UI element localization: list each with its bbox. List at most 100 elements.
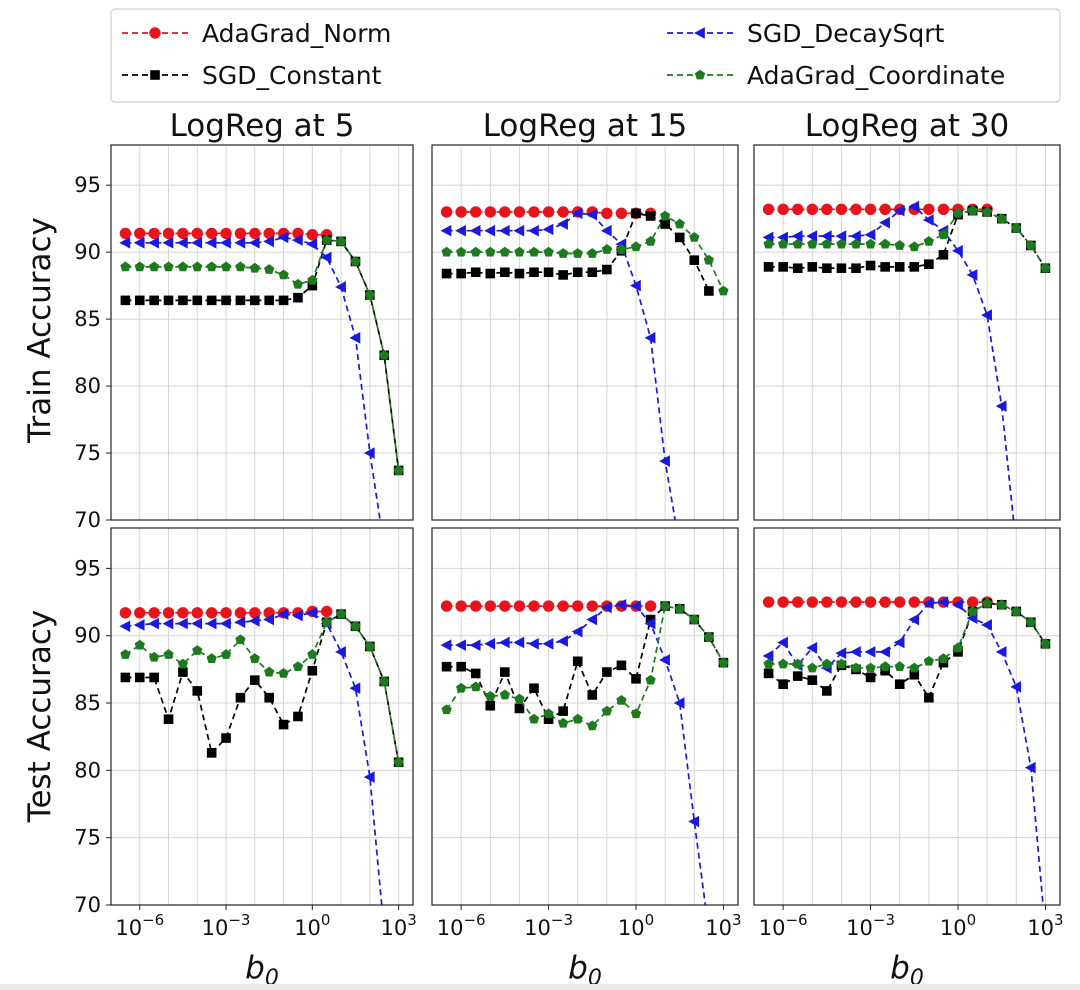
series-group: [762, 200, 1051, 520]
series-adagrad-coordinate: [120, 608, 404, 767]
panel-r2-c2: 10−6 10−3 100 103: [431, 527, 742, 940]
data-point: [120, 649, 131, 659]
data-point: [995, 646, 1007, 658]
data-point: [893, 636, 905, 649]
x-tick-exponent: 3: [732, 911, 742, 929]
data-point: [777, 636, 788, 649]
data-point: [455, 639, 466, 651]
data-point: [688, 815, 700, 828]
data-point: [485, 246, 496, 257]
data-point: [558, 248, 569, 258]
data-point: [630, 708, 642, 719]
data-point: [572, 600, 584, 612]
data-point: [278, 269, 289, 280]
data-point: [349, 682, 361, 695]
data-point: [806, 203, 818, 215]
data-point: [335, 236, 347, 246]
data-point: [778, 238, 789, 249]
data-point: [821, 203, 833, 215]
y-tick-label: 95: [74, 173, 101, 197]
data-point: [923, 203, 935, 215]
data-point: [1011, 222, 1022, 233]
data-point: [616, 244, 627, 254]
data-point: [120, 295, 131, 306]
data-point: [513, 224, 525, 237]
data-point: [966, 596, 979, 608]
data-point: [192, 261, 203, 272]
x-tick-base: 10: [294, 916, 321, 940]
data-point: [865, 238, 876, 249]
data-point: [543, 267, 554, 278]
x-tick-label: 10−6: [437, 911, 486, 940]
data-point: [191, 617, 203, 630]
data-point: [645, 236, 656, 246]
data-point: [220, 261, 232, 272]
gridlines: [432, 528, 738, 906]
data-point: [821, 658, 832, 669]
data-point: [615, 207, 628, 220]
data-point: [119, 236, 131, 249]
data-point: [630, 600, 641, 612]
data-point: [822, 263, 832, 274]
data-point: [763, 668, 774, 679]
data-point: [499, 600, 511, 612]
data-point: [1011, 606, 1022, 616]
data-point: [821, 238, 832, 249]
data-point: [659, 654, 670, 666]
legend-entry-adagrad-norm: AdaGrad_Norm: [122, 19, 391, 48]
data-point: [134, 227, 146, 240]
data-point: [220, 649, 232, 659]
data-point: [864, 646, 876, 658]
data-point: [807, 675, 818, 685]
data-point: [762, 203, 775, 215]
data-point: [278, 668, 289, 678]
data-point: [277, 608, 289, 620]
x-tick-exponent: 3: [407, 911, 417, 929]
data-point: [250, 675, 260, 685]
legend-label: SGD_Constant: [202, 61, 382, 90]
data-point: [674, 218, 685, 229]
data-point: [778, 679, 788, 689]
data-point: [162, 236, 174, 249]
data-point: [278, 295, 289, 306]
data-point: [674, 232, 685, 243]
data-point: [441, 246, 452, 257]
data-point: [456, 661, 466, 672]
data-point: [864, 228, 876, 241]
data-point: [1040, 262, 1051, 273]
data-point: [206, 295, 217, 306]
data-point: [543, 714, 554, 724]
data-point: [1025, 240, 1036, 250]
legend-label: AdaGrad_Coordinate: [747, 61, 1005, 90]
data-point: [206, 748, 217, 758]
data-point: [909, 662, 920, 673]
data-point: [485, 700, 496, 711]
data-point: [178, 295, 188, 306]
data-point: [880, 238, 891, 249]
data-point: [470, 600, 482, 612]
data-point: [192, 295, 203, 306]
data-point: [938, 653, 949, 663]
data-point: [908, 613, 920, 626]
data-point: [320, 251, 332, 264]
data-point: [865, 672, 876, 683]
data-point: [249, 227, 261, 240]
y-tick-label: 85: [74, 307, 101, 331]
series-adagrad-coordinate: [441, 210, 729, 296]
data-point: [349, 332, 361, 344]
data-point: [630, 279, 641, 292]
data-point: [278, 719, 289, 730]
x-tick-label: 10−3: [524, 911, 573, 940]
data-point: [1010, 681, 1022, 693]
data-point: [513, 636, 525, 649]
data-point: [571, 207, 583, 220]
data-point: [133, 236, 145, 249]
gridlines: [754, 528, 1060, 906]
data-point: [924, 259, 934, 269]
data-point: [134, 295, 145, 306]
data-point: [952, 598, 963, 611]
data-point: [120, 672, 131, 683]
data-point: [149, 651, 160, 662]
data-point: [689, 255, 700, 265]
